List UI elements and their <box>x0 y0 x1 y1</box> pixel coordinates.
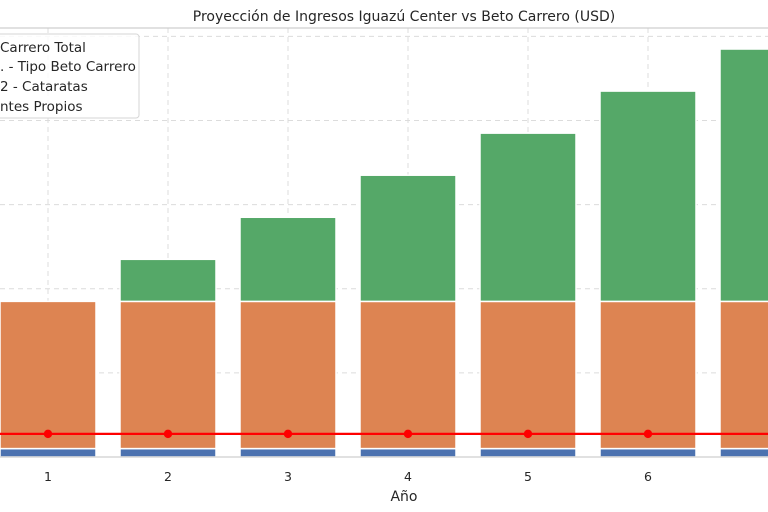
x-tick-label-6: 6 <box>644 469 652 484</box>
bar-s1-x7 <box>719 447 768 458</box>
line-point-x6 <box>643 429 653 439</box>
bar-s2-x7 <box>719 300 768 450</box>
bar-s3-x5 <box>479 132 577 303</box>
x-tick-label-5: 5 <box>524 469 532 484</box>
x-axis-label: Año <box>390 489 417 505</box>
bar-s3-x4 <box>359 174 457 303</box>
bar-s1-x4 <box>359 447 457 458</box>
bar-s1-x5 <box>479 447 577 458</box>
bar-s2-x4 <box>359 300 457 450</box>
x-tick-label-4: 4 <box>404 469 412 484</box>
bar-s3-x3 <box>239 216 337 303</box>
x-tick-labels: 1 2 3 4 5 6 <box>44 469 652 484</box>
bar-s2-x1 <box>0 300 97 450</box>
bar-s3-x7 <box>719 48 768 303</box>
legend-box <box>0 33 140 119</box>
line-point-x4 <box>403 429 413 439</box>
legend-entry-2: . - Tipo Beto Carrero <box>0 59 136 75</box>
bar-s2-x5 <box>479 300 577 450</box>
legend-entry-4: ntes Propios <box>0 99 83 115</box>
x-tick-label-2: 2 <box>164 469 172 484</box>
legend-entry-3: 2 - Cataratas <box>0 79 88 95</box>
legend-entry-1: Carrero Total <box>0 40 86 56</box>
bars <box>0 48 768 458</box>
line-point-x2 <box>163 429 173 439</box>
line-point-x5 <box>523 429 533 439</box>
x-tick-label-1: 1 <box>44 469 52 484</box>
bar-s1-x3 <box>239 447 337 458</box>
line-point-x1 <box>43 429 53 439</box>
bar-s2-x3 <box>239 300 337 450</box>
line-series <box>0 429 768 439</box>
bar-s1-x6 <box>599 447 697 458</box>
bar-s3-x6 <box>599 90 697 303</box>
line-point-x3 <box>283 429 293 439</box>
bar-s2-x2 <box>119 300 217 450</box>
bar-s1-x2 <box>119 447 217 458</box>
bar-s2-x6 <box>599 300 697 450</box>
bar-s1-x1 <box>0 447 97 458</box>
chart-title: Proyección de Ingresos Iguazú Center vs … <box>193 9 615 25</box>
x-tick-label-3: 3 <box>284 469 292 484</box>
legend: Carrero Total . - Tipo Beto Carrero 2 - Ca… <box>0 33 140 119</box>
bar-s3-x2 <box>119 258 217 303</box>
